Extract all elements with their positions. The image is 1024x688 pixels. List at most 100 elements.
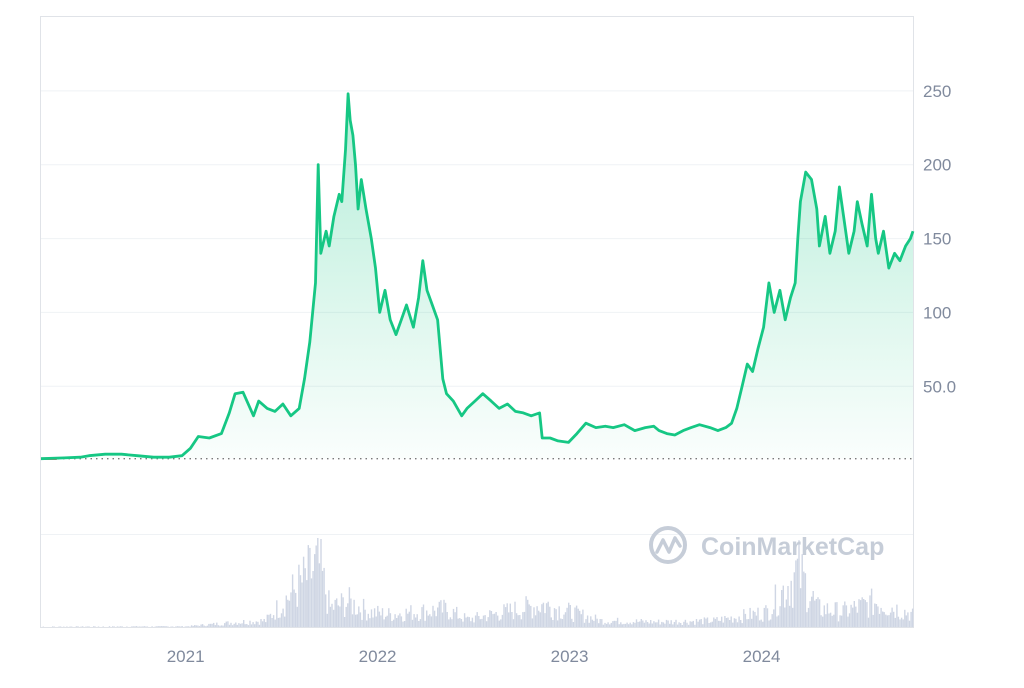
volume-bar	[596, 619, 597, 627]
volume-bar	[385, 617, 386, 627]
volume-bar	[76, 626, 77, 627]
volume-bar	[503, 604, 504, 627]
volume-bar	[311, 578, 312, 627]
y-tick-label: 200	[923, 156, 951, 175]
volume-bar	[835, 602, 836, 627]
volume-bar	[248, 625, 249, 627]
volume-bar	[857, 613, 858, 627]
volume-bar	[584, 623, 585, 627]
volume-bar	[500, 619, 501, 627]
volume-bar	[549, 607, 550, 627]
volume-bar	[813, 591, 814, 627]
volume-bar	[262, 621, 263, 627]
volume-bar	[795, 560, 796, 627]
volume-bar	[827, 603, 828, 627]
volume-bar	[308, 545, 309, 627]
volume-bar	[286, 596, 287, 628]
volume-bar	[322, 571, 323, 627]
volume-bar	[319, 563, 320, 627]
volume-bar	[352, 614, 353, 627]
volume-bar	[360, 612, 361, 627]
volume-bar	[527, 600, 528, 627]
volume-bar	[114, 627, 115, 628]
volume-bar	[140, 627, 141, 628]
volume-bar	[636, 619, 637, 627]
volume-bar	[743, 609, 744, 627]
volume-bar	[398, 615, 399, 627]
volume-bar	[142, 627, 143, 628]
volume-bar	[786, 600, 787, 628]
volume-bar	[163, 626, 164, 627]
volume-bar	[731, 617, 732, 628]
volume-bar	[273, 615, 274, 627]
volume-bar	[877, 606, 878, 627]
volume-bar	[170, 627, 171, 628]
volume-bar	[448, 619, 449, 627]
volume-bar	[181, 626, 182, 627]
volume-bar	[519, 615, 520, 627]
volume-bar	[172, 627, 173, 628]
volume-bar	[806, 612, 807, 627]
volume-bar	[746, 619, 747, 627]
volume-bar	[366, 621, 367, 628]
volume-bar	[347, 603, 348, 627]
volume-bar	[663, 622, 664, 627]
volume-bar	[338, 605, 339, 627]
volume-bar	[483, 616, 484, 627]
volume-bar	[336, 598, 337, 627]
volume-bar	[740, 620, 741, 627]
volume-bar	[708, 623, 709, 627]
x-tick-label: 2022	[359, 647, 397, 666]
volume-bar	[369, 618, 370, 627]
volume-bar	[779, 606, 780, 627]
volume-bar	[454, 612, 455, 627]
volume-bar	[232, 625, 233, 627]
volume-bar	[841, 616, 842, 627]
volume-bar	[200, 625, 201, 628]
volume-bar	[186, 626, 187, 627]
volume-bar	[678, 622, 679, 627]
volume-bar	[808, 608, 809, 627]
volume-bar	[824, 605, 825, 627]
volume-bar	[593, 621, 594, 627]
volume-bar	[724, 616, 725, 627]
volume-bar	[609, 624, 610, 627]
volume-bar	[196, 625, 197, 627]
volume-bar	[507, 603, 508, 627]
volume-bar	[650, 620, 651, 627]
volume-bar	[697, 622, 698, 627]
volume-bar	[328, 590, 329, 627]
volume-bar	[245, 624, 246, 627]
volume-bar	[331, 604, 332, 627]
volume-bar	[590, 616, 591, 627]
volume-bar	[166, 626, 167, 627]
volume-bar	[576, 606, 577, 627]
volume-bar	[268, 615, 269, 627]
volume-bar	[787, 586, 788, 627]
volume-bar	[756, 616, 757, 627]
volume-bar	[634, 623, 635, 627]
volume-bar	[497, 616, 498, 627]
volume-bar	[868, 618, 869, 627]
volume-bar	[516, 613, 517, 627]
volume-bar	[410, 605, 411, 627]
volume-bar	[674, 622, 675, 627]
volume-bar	[579, 611, 580, 627]
volume-bar	[407, 614, 408, 627]
volume-bar	[323, 568, 324, 627]
volume-bar	[885, 615, 886, 627]
volume-bar	[712, 622, 713, 627]
volume-bar	[727, 618, 728, 628]
volume-bar	[240, 624, 241, 627]
volume-bar	[631, 624, 632, 627]
volume-bar	[844, 602, 845, 628]
volume-bar	[69, 627, 70, 628]
volume-bar	[230, 623, 231, 627]
watermark-text: CoinMarketCap	[701, 533, 884, 561]
volume-bar	[522, 612, 523, 627]
volume-bar	[491, 611, 492, 627]
volume-bar	[686, 623, 687, 627]
volume-bar	[667, 621, 668, 628]
volume-bar	[791, 581, 792, 627]
